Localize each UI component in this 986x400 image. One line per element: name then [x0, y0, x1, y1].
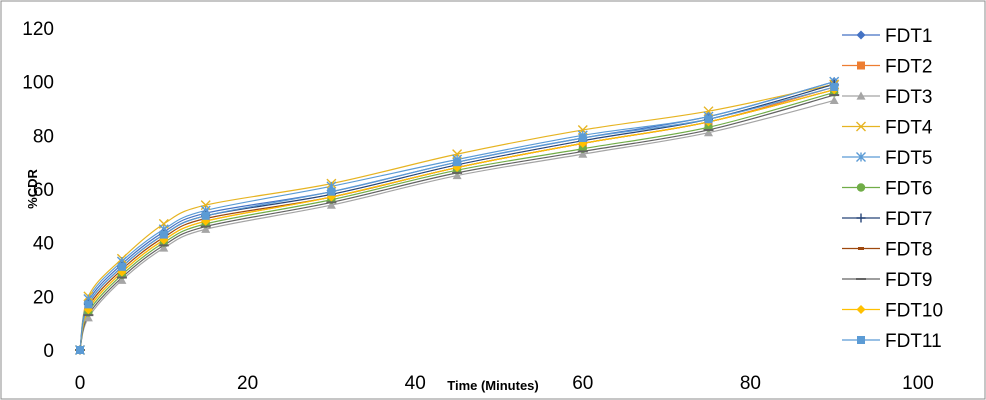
x-tick-labels: 0 20 40 60 80 100 — [75, 373, 934, 394]
x-axis-label: Time (Minutes) — [447, 378, 539, 393]
data-point-fdt9 — [83, 314, 94, 317]
data-point-fdt9 — [577, 150, 588, 153]
legend-marker-fdt2 — [857, 61, 865, 70]
data-point-fdt11 — [327, 187, 336, 196]
y-tick-label: 100 — [22, 73, 54, 94]
data-point-fdt11 — [578, 134, 587, 143]
legend-label-fdt5: FDT5 — [885, 148, 933, 169]
data-point-fdt9 — [158, 244, 169, 247]
data-point-fdt9 — [829, 94, 840, 97]
data-point-fdt11 — [84, 300, 93, 309]
y-tick-label: 120 — [22, 19, 54, 40]
data-point-fdt3 — [159, 243, 169, 252]
data-point-fdt9 — [116, 276, 127, 279]
data-point-fdt11 — [117, 262, 126, 271]
legend-marker-fdt5 — [856, 152, 866, 162]
y-tick-labels: 0 20 40 60 80 100 120 — [22, 19, 54, 362]
data-point-fdt3 — [326, 200, 336, 209]
x-tick-label: 0 — [75, 373, 86, 394]
legend-label-fdt2: FDT2 — [885, 57, 933, 78]
legend-label-fdt1: FDT1 — [885, 26, 933, 47]
data-point-fdt3 — [117, 275, 127, 284]
data-point-fdt11 — [201, 211, 210, 220]
data-point-fdt11 — [76, 346, 84, 354]
data-point-fdt3 — [829, 95, 839, 105]
data-point-fdt11 — [159, 230, 168, 239]
x-tick-label: 60 — [572, 373, 593, 394]
data-point-fdt3 — [201, 224, 211, 233]
data-point-fdt3 — [83, 313, 93, 322]
data-point-fdt11 — [704, 115, 713, 124]
y-tick-label: 40 — [33, 234, 54, 255]
data-point-fdt11 — [453, 158, 462, 167]
data-point-fdt9 — [703, 128, 714, 131]
data-point-fdt3 — [704, 128, 713, 137]
x-tick-label: 100 — [902, 373, 934, 394]
legend-label-fdt6: FDT6 — [885, 179, 933, 200]
y-axis-label: %CDR — [25, 169, 40, 209]
y-tick-label: 80 — [33, 126, 54, 147]
legend-marker-fdt9 — [856, 278, 866, 280]
legend-label-fdt4: FDT4 — [885, 118, 933, 139]
legend-marker-fdt11 — [857, 336, 865, 344]
legend-marker-fdt3 — [856, 91, 866, 100]
legend-label-fdt3: FDT3 — [885, 87, 933, 108]
legend-marker-fdt8 — [858, 247, 864, 250]
legend-label-fdt8: FDT8 — [885, 240, 933, 261]
legend-marker-fdt10 — [856, 305, 866, 314]
legend-label-fdt10: FDT10 — [885, 301, 943, 322]
x-tick-label: 40 — [405, 373, 426, 394]
data-point-fdt11 — [830, 83, 839, 92]
data-point-fdt3 — [578, 149, 588, 158]
data-point-fdt9 — [452, 171, 463, 174]
x-tick-label: 80 — [740, 373, 761, 394]
legend-marker-fdt6 — [856, 183, 866, 192]
y-tick-label: 20 — [33, 287, 54, 308]
legend-label-fdt7: FDT7 — [885, 209, 933, 230]
legend-marker-fdt7 — [856, 213, 866, 223]
y-tick-label: 0 — [43, 341, 54, 362]
plot-markers — [75, 76, 840, 355]
legend-label-fdt9: FDT9 — [885, 270, 933, 291]
data-point-fdt3 — [452, 171, 462, 180]
x-tick-label: 20 — [237, 373, 258, 394]
legend: FDT1 FDT2 FDT3 FDT4 FDT5 FDT6 FDT7 FDT8 FDT9 FDT1… — [842, 26, 943, 352]
y-tick-label: 60 — [33, 180, 54, 201]
legend-marker-fdt1 — [856, 30, 866, 40]
legend-marker-fdt4 — [856, 121, 866, 132]
data-point-fdt9 — [326, 201, 337, 204]
legend-label-fdt11: FDT11 — [885, 331, 942, 352]
data-point-fdt9 — [200, 225, 211, 228]
